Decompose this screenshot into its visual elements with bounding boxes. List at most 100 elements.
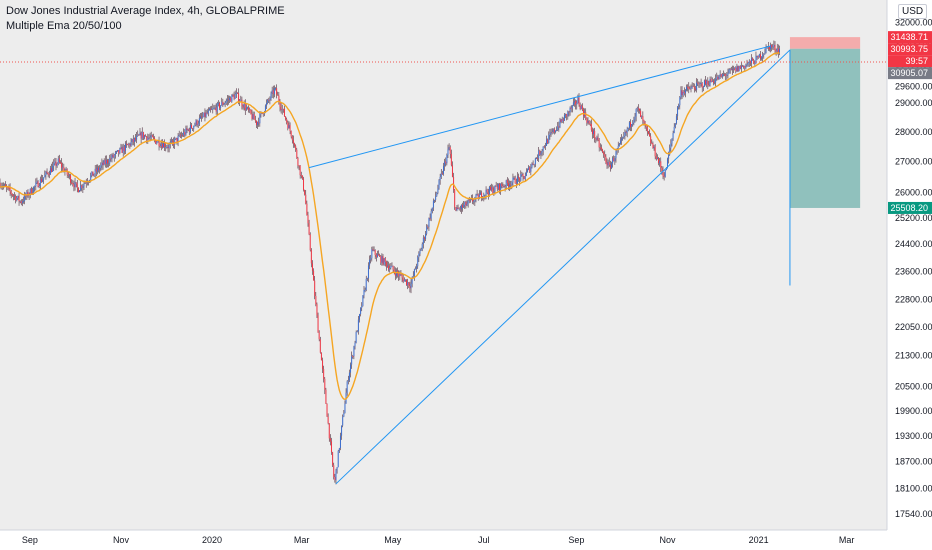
candle-body [627, 128, 629, 129]
plot-area[interactable] [0, 0, 887, 530]
time-tick-label: Sep [22, 535, 38, 545]
candle-body [408, 282, 410, 287]
price-tag-label: 31438.71 [890, 32, 928, 42]
candle-body [249, 109, 251, 111]
candle-body [581, 105, 583, 110]
candle-body [591, 129, 593, 135]
candle-body [562, 119, 564, 121]
candle-body [299, 165, 301, 176]
price-tick-label: 25200.00 [895, 213, 932, 223]
symbol-title[interactable]: Dow Jones Industrial Average Index, 4h, … [6, 5, 285, 17]
candle-body [777, 48, 779, 54]
candle-body [206, 112, 208, 114]
candle-body [96, 167, 98, 172]
candle-body [549, 133, 551, 136]
indicator-label[interactable]: Multiple Ema 20/50/100 [6, 20, 122, 32]
candle-body [177, 136, 179, 142]
trend-line-1[interactable] [308, 45, 771, 169]
price-axis[interactable] [887, 0, 932, 550]
candle-body [643, 120, 645, 123]
candle-body [699, 83, 701, 85]
candle-body [774, 44, 776, 51]
candle-body [180, 135, 182, 137]
candle-body [259, 114, 261, 124]
candle-body [231, 94, 233, 102]
candle-body [748, 60, 750, 63]
candle-body [296, 149, 298, 158]
ema-line[interactable] [0, 51, 780, 401]
candle-body [448, 147, 450, 150]
candle-body [383, 258, 385, 265]
candle-body [662, 170, 664, 177]
price-tag[interactable] [888, 43, 932, 56]
candle-body [71, 182, 73, 184]
price-tag[interactable] [888, 55, 932, 68]
candle-body [280, 106, 282, 111]
candle-body [475, 194, 477, 199]
time-tick-label: Mar [294, 535, 310, 545]
trend-line-2[interactable] [335, 49, 791, 485]
candle-body [770, 45, 772, 50]
candle-body [294, 143, 296, 146]
currency-badge[interactable]: USD [898, 4, 928, 19]
candle-body [472, 198, 474, 202]
candle-body [568, 111, 570, 113]
candle-body [539, 150, 541, 155]
candle-body [446, 155, 448, 164]
candle-body [72, 183, 74, 185]
candle-body [551, 132, 553, 133]
candle-body [463, 205, 465, 208]
candle-body [409, 286, 411, 289]
candle-body [245, 107, 247, 111]
candle-body [430, 211, 432, 219]
candle-body [689, 88, 691, 90]
price-tag[interactable] [888, 67, 932, 80]
candle-body [546, 139, 548, 146]
price-tick-label: 19900.00 [895, 406, 932, 416]
candle-body [204, 112, 206, 117]
candle-body [333, 465, 335, 477]
candle-body [729, 69, 731, 70]
take-profit-zone[interactable] [789, 48, 861, 208]
candle-body [14, 195, 16, 197]
candle-body [311, 263, 313, 271]
candle-body [82, 186, 84, 189]
candle-body [730, 69, 732, 70]
candle-body [221, 101, 223, 106]
candle-body [655, 156, 657, 159]
candle-body [304, 189, 306, 195]
candle-body [318, 332, 320, 340]
candle-body [370, 258, 372, 260]
candle-body [457, 207, 459, 210]
candle-body [198, 118, 200, 124]
price-tag[interactable] [888, 201, 932, 214]
candle-body [582, 109, 584, 116]
price-tick-label: 26000.00 [895, 187, 932, 197]
candle-body [46, 171, 48, 174]
candle-body [724, 74, 726, 76]
candle-body [126, 143, 128, 145]
candle-body [451, 165, 453, 177]
candle-body [327, 416, 329, 424]
candle-body [464, 201, 466, 206]
stop-loss-zone[interactable] [789, 37, 861, 49]
price-tag[interactable] [888, 31, 932, 44]
candle-body [644, 122, 646, 125]
candle-body [615, 151, 617, 159]
time-axis[interactable] [0, 530, 887, 550]
candle-body [183, 132, 185, 136]
candle-body [675, 116, 677, 124]
candle-body [115, 151, 117, 153]
candle-body [262, 113, 264, 115]
candle-body [287, 122, 289, 129]
candle-body [524, 175, 526, 179]
trend-lines[interactable] [308, 45, 791, 485]
candle-body [19, 201, 21, 202]
candle-body [356, 331, 358, 333]
candle-body [728, 69, 730, 74]
candle-body [556, 130, 558, 131]
candle-body [413, 269, 415, 277]
candle-body [121, 147, 123, 153]
